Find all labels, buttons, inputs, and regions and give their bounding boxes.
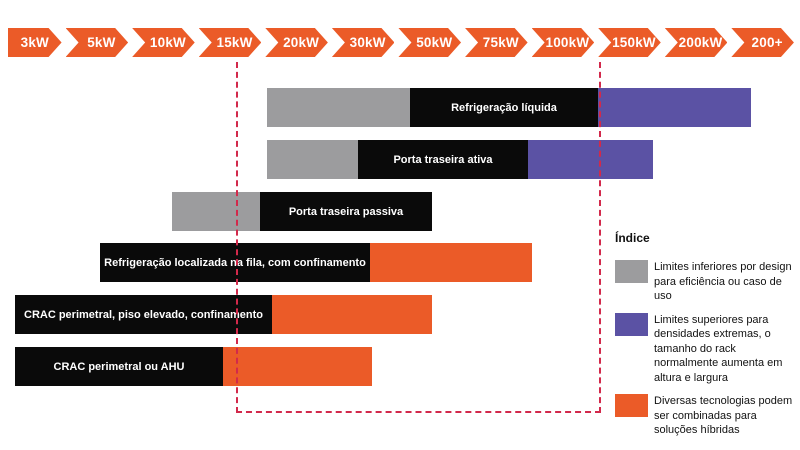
legend-item-orange: Diversas tecnologias podem ser combinada… <box>615 394 800 438</box>
legend-text: Diversas tecnologias podem ser combinada… <box>654 395 793 436</box>
bar-label-segment: CRAC perimetral ou AHU <box>15 347 223 386</box>
bar-label-segment: Porta traseira passiva <box>260 192 432 231</box>
bar-segment-gray <box>172 192 260 231</box>
bar-label-segment: Porta traseira ativa <box>358 140 528 179</box>
bar-label-segment: CRAC perimetral, piso elevado, confiname… <box>15 295 272 334</box>
bar-segment-orange <box>223 347 372 386</box>
legend: Índice Limites inferiores por design par… <box>615 231 800 447</box>
legend-text: Limites superiores para densidades extre… <box>654 313 783 384</box>
bar-segment-gray <box>267 88 410 127</box>
legend-items: Limites inferiores por design para efici… <box>615 260 800 438</box>
bar-segment-orange <box>272 295 432 334</box>
legend-item-purple: Limites superiores para densidades extre… <box>615 312 800 386</box>
legend-swatch-gray <box>615 260 648 283</box>
legend-swatch-purple <box>615 312 648 336</box>
axis-segment-150kW: 150kW <box>598 28 661 57</box>
bar-segment-purple <box>598 88 751 127</box>
bar-segment-purple <box>528 140 653 179</box>
axis-segment-20kW: 20kW <box>265 28 328 57</box>
legend-item-gray: Limites inferiores por design para efici… <box>615 260 800 304</box>
axis-segment-30kW: 30kW <box>332 28 395 57</box>
bar-label-segment: Refrigeração líquida <box>410 88 598 127</box>
legend-text: Limites inferiores por design para efici… <box>654 261 792 302</box>
axis: 3kW 5kW 10kW 15kW 20kW 30kW 50kW 75kW 100kW 150kW… <box>8 28 794 57</box>
legend-swatch-orange <box>615 394 648 417</box>
bar-segment-gray <box>267 140 358 179</box>
bar-segment-orange <box>370 243 532 282</box>
axis-segment-3kW: 3kW <box>8 28 62 57</box>
legend-title: Índice <box>615 231 650 245</box>
bar-label-segment: Refrigeração localizada na fila, com con… <box>100 243 370 282</box>
